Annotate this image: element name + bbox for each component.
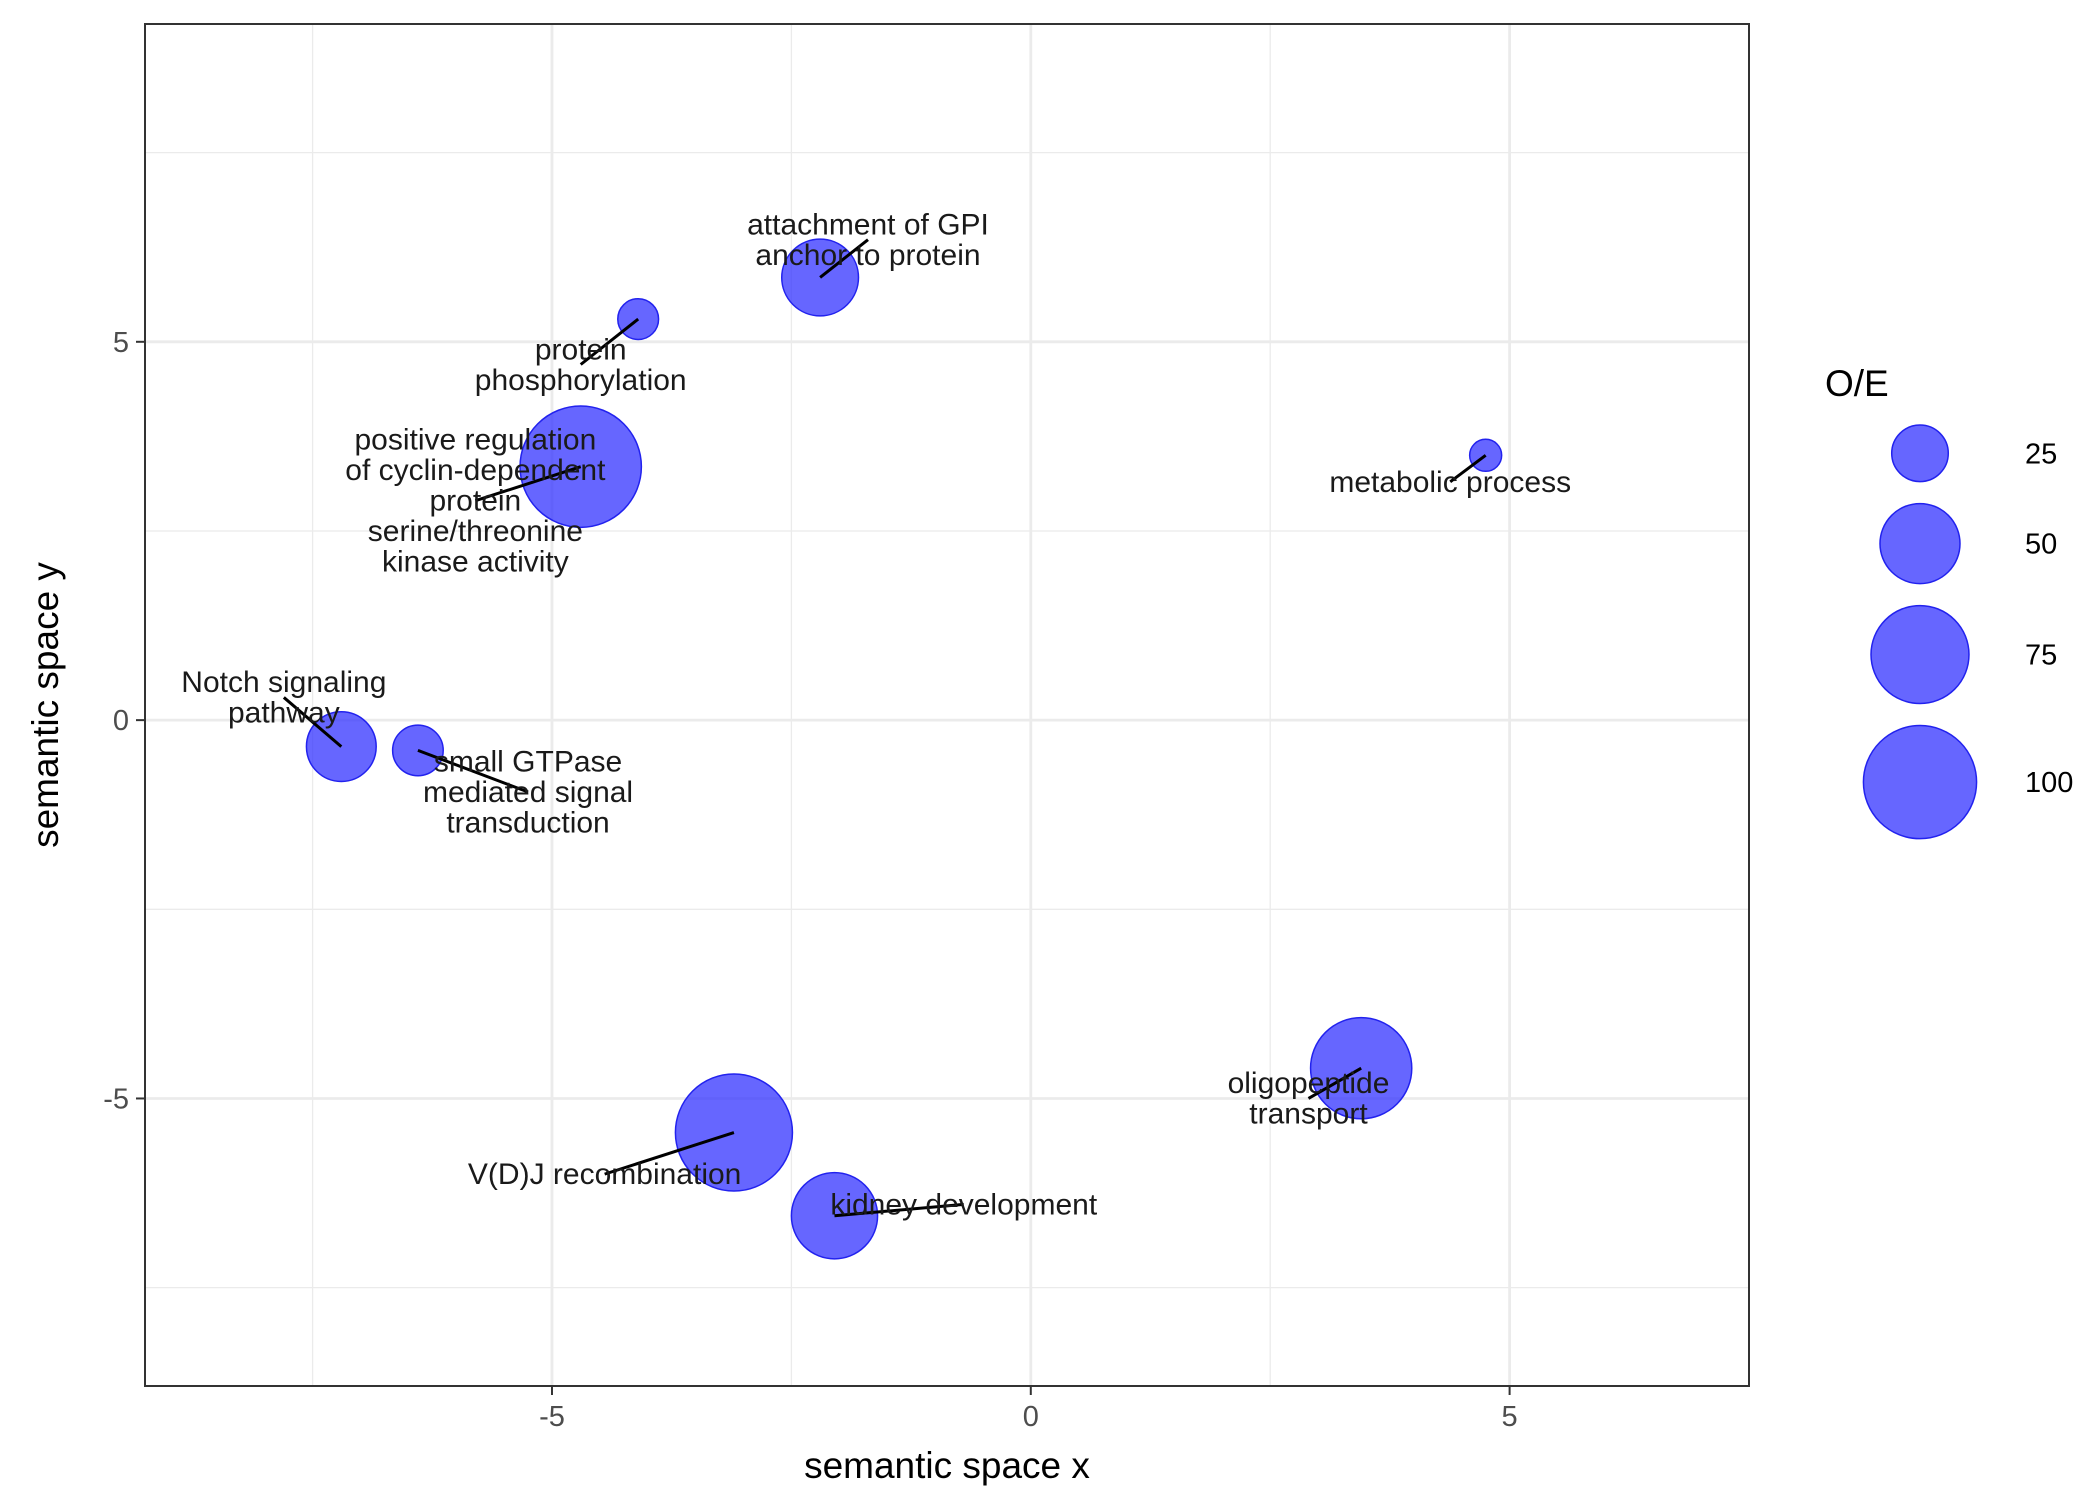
leader-line bbox=[282, 696, 343, 748]
point-label: transport bbox=[1249, 1098, 1368, 1131]
y-axis-title: semantic space y bbox=[25, 562, 66, 848]
legend-label: 100 bbox=[2025, 767, 2073, 799]
y-tick-label: -5 bbox=[103, 1083, 129, 1115]
point-label: Notch signaling bbox=[181, 666, 386, 699]
leader-lines bbox=[282, 238, 1487, 1218]
point-label: pathway bbox=[228, 697, 340, 730]
leader-line bbox=[1307, 1066, 1362, 1100]
y-tick-label: 0 bbox=[113, 705, 129, 737]
point-label: metabolic process bbox=[1329, 466, 1571, 499]
y-tick-label: 5 bbox=[113, 327, 129, 359]
leader-line bbox=[417, 748, 529, 794]
leader-line bbox=[1449, 454, 1487, 483]
point-label: protein bbox=[430, 485, 522, 518]
points-layer bbox=[305, 238, 1503, 1260]
legend-title: O/E bbox=[1825, 363, 1889, 404]
leader-line bbox=[819, 238, 869, 279]
legend-items: 25 50 75 100 bbox=[1862, 424, 2073, 840]
leader-line bbox=[834, 1202, 964, 1218]
point-label: mediated signal bbox=[423, 776, 633, 809]
point-label: attachment of GPI bbox=[747, 208, 989, 241]
point-label: kidney development bbox=[830, 1188, 1098, 1221]
point-label: positive regulation bbox=[354, 424, 596, 457]
legend-key bbox=[1890, 424, 1950, 483]
point-label: protein bbox=[535, 333, 627, 366]
x-tick-label: 5 bbox=[1502, 1401, 1518, 1433]
x-axis-title: semantic space x bbox=[804, 1445, 1090, 1486]
point-label: kinase activity bbox=[382, 546, 569, 579]
point-label: V(D)J recombination bbox=[468, 1158, 741, 1191]
x-tick-label: -5 bbox=[539, 1401, 565, 1433]
data-point bbox=[674, 1073, 794, 1192]
point-label: oligopeptide bbox=[1228, 1067, 1390, 1100]
x-tick-label: 0 bbox=[1023, 1401, 1039, 1433]
legend: O/E 25 50 75 100 bbox=[1825, 363, 2073, 840]
grid-major bbox=[145, 24, 1749, 1386]
legend-key bbox=[1870, 604, 1970, 705]
legend-label: 75 bbox=[2025, 640, 2057, 672]
point-label: of cyclin-dependent bbox=[345, 454, 606, 487]
point-label: serine/threonine bbox=[368, 515, 583, 548]
panel-border bbox=[144, 23, 1750, 1387]
point-label: phosphorylation bbox=[475, 364, 687, 397]
legend-label: 50 bbox=[2025, 529, 2057, 561]
legend-key bbox=[1879, 502, 1961, 585]
leader-line bbox=[474, 465, 582, 503]
legend-label: 25 bbox=[2025, 438, 2057, 470]
leader-line bbox=[604, 1131, 735, 1176]
point-label: anchor to protein bbox=[755, 239, 980, 272]
leader-line bbox=[579, 317, 640, 366]
legend-key bbox=[1862, 724, 1978, 840]
axis-ticks: -5 0 5 -5 0 5 bbox=[103, 327, 1517, 1433]
point-label: small GTPase bbox=[434, 746, 622, 779]
point-label: transduction bbox=[446, 807, 609, 840]
